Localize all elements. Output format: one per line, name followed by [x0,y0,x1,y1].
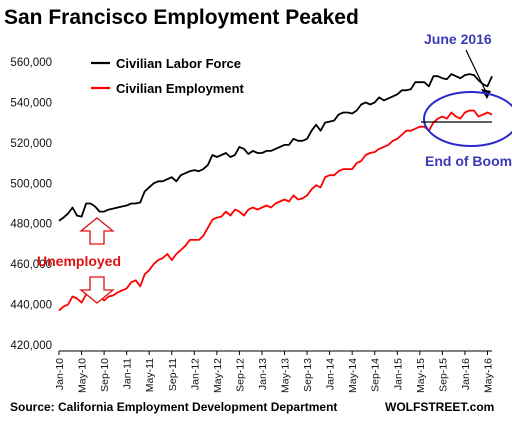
legend-label-employment: Civilian Employment [116,81,245,96]
x-tick-label: Jan-14 [325,358,337,390]
brand-label: WOLFSTREET.com [385,400,494,414]
x-tick-label: Sep-12 [234,358,246,392]
x-tick-label: May-16 [482,358,494,393]
x-tick-label: Jan-12 [189,358,201,390]
x-tick-label: May-13 [280,358,292,393]
source-note: Source: California Employment Developmen… [10,400,337,414]
y-tick-label: 520,000 [10,138,52,150]
annotation-unemployed: Unemployed [37,253,121,269]
x-tick-label: Sep-13 [302,358,314,392]
annotation-peak-arrow [465,49,488,95]
y-tick-label: 560,000 [10,57,52,69]
x-tick-label: Sep-15 [437,358,449,392]
annotation-boom-ellipse [423,91,512,147]
series-line-employment [58,109,493,312]
x-tick-label: May-12 [212,358,224,393]
y-tick-label: 420,000 [10,340,52,352]
x-tick-label: Jan-13 [257,358,269,390]
chart-title: San Francisco Employment Peaked [4,6,359,29]
annotation-unemployed-arrow [79,217,115,304]
annotation-end-of-boom: End of Boom [425,153,512,169]
y-axis: 420,000 440,000 460,000 480,000 500,000 520,0… [10,57,52,352]
x-tick-label: May-10 [77,358,89,393]
x-tick-label: Sep-14 [370,358,382,392]
y-tick-label: 500,000 [10,178,52,190]
x-tick-label: Jan-16 [460,358,472,390]
y-tick-label: 440,000 [10,300,52,312]
x-tick-label: May-11 [144,358,156,392]
annotation-peak-date: June 2016 [424,31,492,47]
legend-label-labor-force: Civilian Labor Force [116,56,241,71]
x-tick-label: Sep-10 [99,358,111,392]
y-tick-label: 480,000 [10,219,52,231]
legend: Civilian Labor Force Civilian Employment [91,56,245,96]
x-tick-label: Jan-15 [392,358,404,390]
x-tick-label: Jan-10 [54,358,66,390]
y-tick-label: 540,000 [10,97,52,109]
y-tick-label: 460,000 [10,259,52,271]
series-line-labor-force [58,73,493,222]
x-tick-label: Sep-11 [167,358,179,391]
x-axis: Jan-10 May-10 Sep-10 Jan-11 May-11 Sep-11 Jan-… [54,350,494,393]
x-tick-label: May-14 [347,358,359,393]
x-tick-label: Jan-11 [122,358,134,389]
series-layer [58,73,493,312]
x-tick-label: May-15 [415,358,427,393]
